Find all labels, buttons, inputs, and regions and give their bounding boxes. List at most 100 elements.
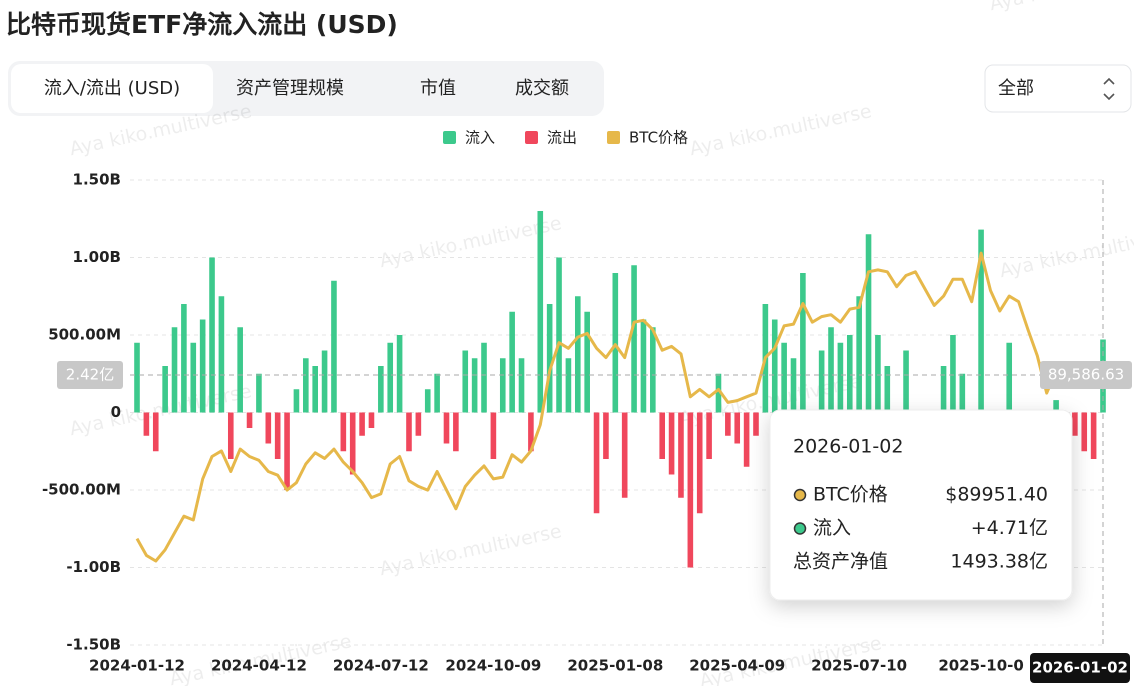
tooltip-value: $89951.40: [945, 484, 1048, 506]
bar: [237, 327, 243, 413]
bar: [574, 296, 581, 413]
bar: [256, 373, 262, 413]
x-tick-label: 2024-01-12: [89, 657, 185, 675]
bar: [706, 412, 712, 459]
tooltip: [769, 409, 1073, 601]
bar: [143, 412, 150, 436]
watermark: Aya kiko.multiverse: [998, 222, 1134, 282]
active-tab[interactable]: [11, 64, 213, 113]
bar: [359, 412, 365, 436]
y-tick-label: -1.00B: [66, 558, 121, 576]
bar: [481, 342, 487, 413]
y-tick-label: 500.00M: [48, 326, 121, 344]
bar: [462, 350, 469, 413]
x-tick-label: 2024-10-09: [445, 657, 541, 675]
bar: [443, 412, 450, 444]
tooltip-dot: [793, 488, 807, 502]
bar: [631, 265, 637, 413]
bar: [696, 412, 703, 514]
y-tick-label: 1.00B: [73, 248, 121, 266]
bar: [837, 342, 844, 413]
bar: [321, 350, 328, 413]
chart-title: 比特币现货ETF净流入流出 (USD): [6, 10, 398, 39]
bar: [293, 389, 300, 413]
tab[interactable]: 资产管理规模: [236, 78, 344, 99]
watermark: Aya kiko.multiverse: [68, 380, 254, 440]
x-tick-label: 2025-04-09: [689, 657, 785, 675]
bar: [537, 211, 544, 413]
bar: [846, 335, 853, 413]
watermark: Aya kiko.multiverse: [688, 100, 874, 160]
legend-swatch: [525, 131, 538, 144]
bar: [593, 412, 600, 514]
bar: [884, 366, 891, 413]
tooltip-name: 总资产净值: [793, 551, 888, 573]
bar: [368, 412, 375, 428]
bar: [743, 412, 750, 467]
bar: [950, 335, 956, 413]
bar: [284, 412, 290, 490]
bar: [406, 412, 412, 452]
crosshair-label: 2.42亿: [66, 365, 114, 383]
crosshair-label-box: [57, 360, 123, 389]
bar: [621, 412, 628, 498]
watermark: Aya kiko.multiverse: [378, 520, 564, 580]
bar: [734, 412, 741, 444]
bar: [865, 234, 872, 413]
x-tick-label: 2025-10-0: [938, 657, 1024, 675]
tab[interactable]: 成交额: [515, 78, 569, 99]
bar: [959, 373, 966, 413]
bar: [396, 335, 403, 413]
watermark: Aya kiko.multiverse: [378, 212, 564, 272]
bar: [612, 273, 619, 413]
tab[interactable]: 市值: [420, 78, 456, 99]
select[interactable]: [984, 64, 1132, 113]
bar: [678, 412, 684, 498]
y-tick-label: -500.00M: [42, 481, 121, 499]
bar: [171, 327, 178, 413]
bar: [715, 373, 722, 413]
select-value[interactable]: 全部: [998, 78, 1034, 99]
bar: [509, 311, 515, 413]
legend-swatch: [607, 131, 620, 144]
tab[interactable]: 流入/流出 (USD): [44, 78, 180, 99]
crosshair-label-box: [1040, 360, 1132, 389]
bar: [134, 342, 140, 413]
tooltip-name: BTC价格: [813, 484, 888, 506]
select-chevron: [1103, 77, 1115, 101]
bar: [528, 412, 534, 452]
bar: [753, 412, 759, 436]
bar: [434, 373, 440, 413]
bar: [1081, 412, 1088, 452]
bar: [546, 304, 553, 413]
bar: [800, 273, 806, 413]
bar: [603, 412, 609, 459]
bar: [640, 319, 647, 413]
tooltip-value: +4.71亿: [971, 517, 1048, 539]
bar: [790, 358, 797, 413]
x-crosshair-box: [1030, 653, 1130, 683]
bar: [190, 342, 197, 413]
tooltip-dot: [793, 522, 807, 535]
legend-swatch: [443, 131, 456, 144]
bar: [340, 412, 347, 452]
bar: [978, 229, 984, 413]
bar: [490, 412, 497, 459]
bar: [940, 366, 947, 413]
bar: [828, 327, 834, 413]
bar: [378, 366, 384, 413]
bar: [650, 327, 656, 413]
y-tick-label: 0: [111, 403, 121, 421]
bar: [218, 296, 225, 413]
bar: [152, 412, 159, 452]
tooltip-date: 2026-01-02: [793, 436, 903, 458]
crosshair-label: 89,586.63: [1048, 365, 1124, 383]
bar: [1006, 342, 1013, 413]
tooltip-name: 流入: [813, 517, 851, 539]
bar: [818, 350, 825, 413]
legend-label: 流入: [465, 129, 495, 147]
x-tick-label: 2024-07-12: [333, 657, 429, 675]
bar: [565, 358, 572, 413]
